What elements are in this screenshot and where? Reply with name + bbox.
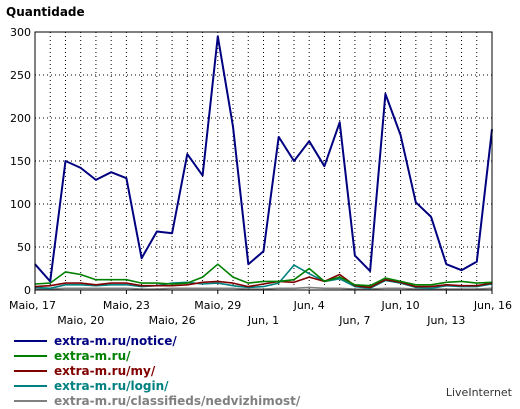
legend-swatch <box>14 385 47 387</box>
y-axis-ticks: 0 50 100 150 200 250 300 <box>10 26 31 297</box>
legend-label: extra-m.ru/ <box>54 349 131 363</box>
brand-label: LiveInternet <box>445 386 512 399</box>
x-tick-label: Jun, 4 <box>293 299 325 312</box>
series-line-4 <box>35 286 493 290</box>
x-tick-label: Maio, 29 <box>194 299 241 312</box>
legend-swatch <box>14 400 47 402</box>
x-tick-label: Jun, 1 <box>247 314 279 327</box>
x-tick-label: Maio, 20 <box>57 314 104 327</box>
y-tick-label: 300 <box>10 26 31 39</box>
grid <box>35 32 492 290</box>
y-tick-label: 100 <box>10 198 31 211</box>
y-tick-label: 0 <box>24 284 31 297</box>
plot-frame <box>34 31 493 291</box>
y-tick-label: 200 <box>10 112 31 125</box>
x-tick-label: Maio, 26 <box>149 314 196 327</box>
series-line-1 <box>34 263 493 287</box>
y-tick-label: 250 <box>10 69 31 82</box>
legend-swatch <box>14 340 47 342</box>
x-tick-label: Maio, 17 <box>9 299 56 312</box>
x-tick-label: Jun, 16 <box>473 299 512 312</box>
legend-label: extra-m.ru/my/ <box>54 364 156 378</box>
chart-title: Quantidade <box>6 5 85 19</box>
y-tick-label: 50 <box>17 241 31 254</box>
x-tick-label: Jun, 13 <box>426 314 465 327</box>
series-layer <box>34 35 493 290</box>
legend-swatch <box>14 370 47 372</box>
x-tick-label: Jun, 7 <box>338 314 370 327</box>
x-tick-label: Maio, 23 <box>103 299 150 312</box>
legend-label: extra-m.ru/notice/ <box>54 334 177 348</box>
legend-label: extra-m.ru/classifieds/nedvizhimost/ <box>54 394 301 408</box>
legend-label: extra-m.ru/login/ <box>54 379 169 393</box>
series-line-2 <box>34 273 493 289</box>
legend-swatch <box>14 355 47 357</box>
series-line-0 <box>34 35 493 283</box>
x-tick-label: Jun, 10 <box>381 299 420 312</box>
y-tick-label: 150 <box>10 155 31 168</box>
